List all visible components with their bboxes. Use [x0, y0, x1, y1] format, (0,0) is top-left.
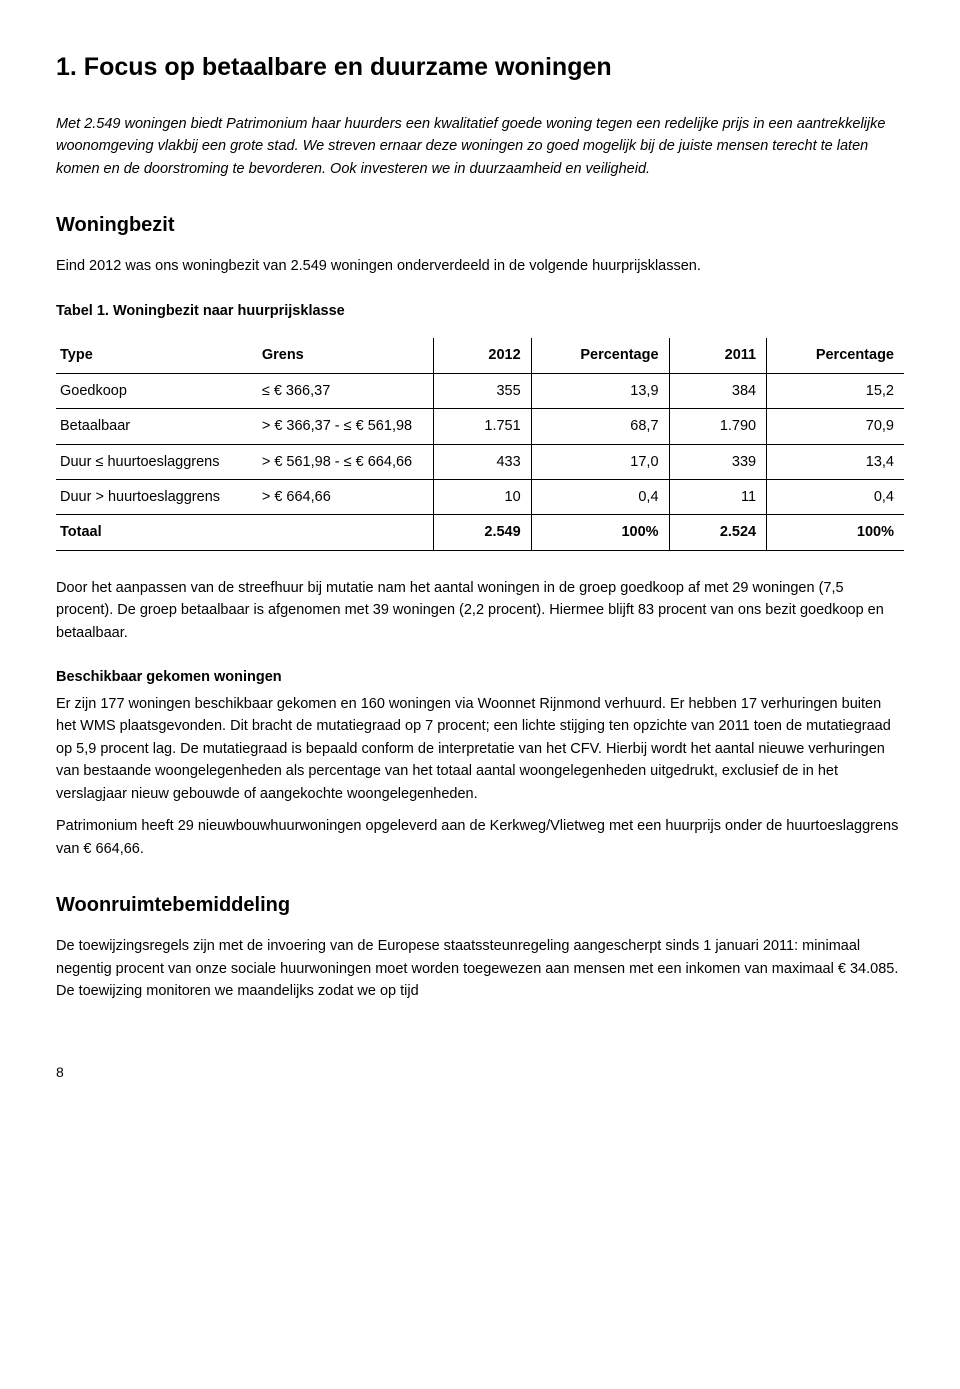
cell-pct2: 13,4 — [767, 444, 904, 479]
th-pct2: Percentage — [767, 338, 904, 373]
table-row: Goedkoop ≤ € 366,37 355 13,9 384 15,2 — [56, 373, 904, 408]
cell-empty — [258, 515, 434, 550]
cell-2011: 384 — [669, 373, 767, 408]
table-row: Duur ≤ huurtoeslaggrens > € 561,98 - ≤ €… — [56, 444, 904, 479]
cell-pct2: 0,4 — [767, 479, 904, 514]
woningbezit-table: Type Grens 2012 Percentage 2011 Percenta… — [56, 338, 904, 551]
cell-pct2: 70,9 — [767, 409, 904, 444]
beschikbaar-heading: Beschikbaar gekomen woningen — [56, 666, 904, 688]
cell-total-label: Totaal — [56, 515, 258, 550]
after-table-paragraph: Door het aanpassen van de streefhuur bij… — [56, 577, 904, 644]
cell-pct2: 15,2 — [767, 373, 904, 408]
cell-pct1: 17,0 — [531, 444, 669, 479]
subsection-woningbezit: Woningbezit — [56, 210, 904, 241]
th-pct1: Percentage — [531, 338, 669, 373]
cell-grens: > € 561,98 - ≤ € 664,66 — [258, 444, 434, 479]
intro-paragraph: Met 2.549 woningen biedt Patrimonium haa… — [56, 113, 904, 180]
cell-2011: 339 — [669, 444, 767, 479]
th-grens: Grens — [258, 338, 434, 373]
cell-2011: 1.790 — [669, 409, 767, 444]
cell-2012: 1.751 — [434, 409, 532, 444]
cell-grens: > € 366,37 - ≤ € 561,98 — [258, 409, 434, 444]
cell-total-2012: 2.549 — [434, 515, 532, 550]
subsection-woonruimtebemiddeling: Woonruimtebemiddeling — [56, 890, 904, 921]
cell-total-2011: 2.524 — [669, 515, 767, 550]
page-number: 8 — [56, 1062, 904, 1084]
table-row: Betaalbaar > € 366,37 - ≤ € 561,98 1.751… — [56, 409, 904, 444]
beschikbaar-heading-text: Beschikbaar gekomen woningen — [56, 669, 282, 685]
beschikbaar-paragraph-1: Er zijn 177 woningen beschikbaar gekomen… — [56, 693, 904, 805]
cell-type: Goedkoop — [56, 373, 258, 408]
cell-type: Betaalbaar — [56, 409, 258, 444]
cell-2012: 355 — [434, 373, 532, 408]
woningbezit-paragraph: Eind 2012 was ons woningbezit van 2.549 … — [56, 255, 904, 277]
woonruimte-paragraph: De toewijzingsregels zijn met de invoeri… — [56, 935, 904, 1002]
table-caption: Tabel 1. Woningbezit naar huurprijsklass… — [56, 300, 904, 322]
cell-grens: ≤ € 366,37 — [258, 373, 434, 408]
cell-pct1: 13,9 — [531, 373, 669, 408]
beschikbaar-paragraph-2: Patrimonium heeft 29 nieuwbouwhuurwoning… — [56, 815, 904, 860]
table-totals-row: Totaal 2.549 100% 2.524 100% — [56, 515, 904, 550]
th-2012: 2012 — [434, 338, 532, 373]
cell-pct1: 68,7 — [531, 409, 669, 444]
cell-2012: 10 — [434, 479, 532, 514]
th-type: Type — [56, 338, 258, 373]
cell-total-pct2: 100% — [767, 515, 904, 550]
cell-grens: > € 664,66 — [258, 479, 434, 514]
table-header-row: Type Grens 2012 Percentage 2011 Percenta… — [56, 338, 904, 373]
cell-2012: 433 — [434, 444, 532, 479]
cell-total-pct1: 100% — [531, 515, 669, 550]
cell-2011: 11 — [669, 479, 767, 514]
cell-pct1: 0,4 — [531, 479, 669, 514]
section-title: 1. Focus op betaalbare en duurzame wonin… — [56, 48, 904, 87]
th-2011: 2011 — [669, 338, 767, 373]
table-row: Duur > huurtoeslaggrens > € 664,66 10 0,… — [56, 479, 904, 514]
cell-type: Duur > huurtoeslaggrens — [56, 479, 258, 514]
cell-type: Duur ≤ huurtoeslaggrens — [56, 444, 258, 479]
